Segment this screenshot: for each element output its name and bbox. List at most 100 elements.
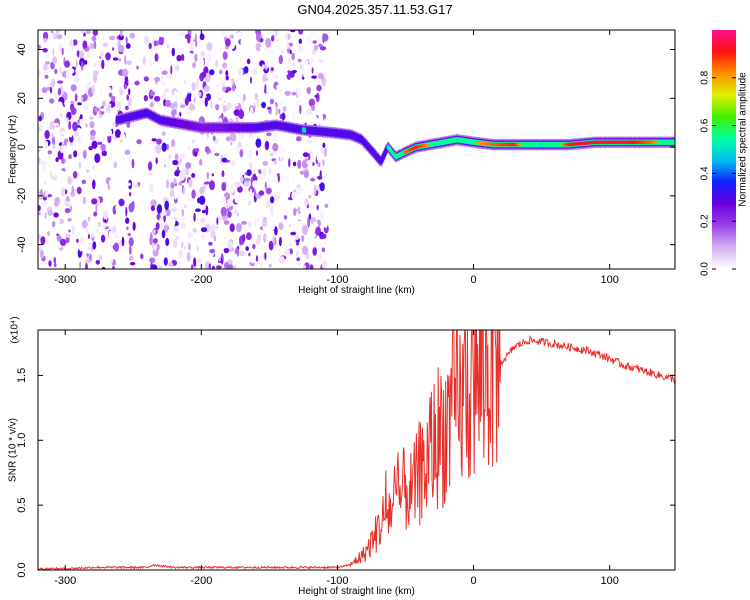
noise-blob bbox=[127, 163, 133, 172]
noise-blob bbox=[241, 221, 248, 225]
figure-title: GN04.2025.357.11.53.G17 bbox=[297, 2, 453, 17]
noise-blob bbox=[246, 58, 251, 65]
noise-blob bbox=[272, 143, 279, 152]
noise-blob bbox=[83, 231, 89, 241]
noise-blob bbox=[274, 194, 281, 200]
noise-blob bbox=[55, 30, 60, 35]
noise-blob bbox=[204, 85, 210, 92]
noise-blob bbox=[291, 176, 297, 181]
noise-blob bbox=[249, 76, 253, 84]
noise-blob bbox=[244, 178, 251, 182]
noise-blob bbox=[159, 259, 162, 266]
noise-blob bbox=[291, 183, 297, 190]
noise-blob bbox=[166, 161, 170, 170]
noise-blob bbox=[153, 245, 157, 251]
noise-blob bbox=[279, 92, 282, 98]
noise-blob bbox=[222, 85, 227, 92]
noise-blob bbox=[164, 200, 169, 211]
noise-blob bbox=[56, 101, 63, 110]
noise-blob bbox=[318, 78, 322, 83]
noise-blob bbox=[171, 207, 178, 212]
noise-blob bbox=[149, 91, 156, 96]
noise-blob bbox=[54, 92, 59, 100]
noise-blob bbox=[158, 30, 166, 35]
noise-blob bbox=[104, 77, 109, 83]
noise-blob bbox=[234, 194, 241, 204]
noise-blob bbox=[242, 55, 247, 60]
noise-blob bbox=[281, 48, 284, 54]
noise-blob bbox=[148, 42, 152, 50]
colorbar-tick-label: 0.6 bbox=[700, 118, 711, 132]
noise-blob bbox=[225, 136, 231, 142]
noise-blob bbox=[120, 183, 125, 193]
noise-blob bbox=[161, 81, 167, 87]
noise-blob bbox=[197, 58, 205, 67]
noise-blob bbox=[203, 181, 211, 185]
noise-blob bbox=[93, 211, 98, 217]
noise-blob bbox=[223, 220, 230, 225]
noise-blob bbox=[41, 87, 48, 94]
noise-blob bbox=[164, 88, 170, 93]
noise-blob bbox=[148, 172, 154, 176]
noise-blob bbox=[287, 56, 291, 64]
noise-blob bbox=[89, 42, 94, 50]
noise-blob bbox=[209, 69, 215, 76]
noise-blob bbox=[126, 182, 131, 187]
y-multiplier-label: (x10⁴) bbox=[10, 316, 21, 343]
noise-blob bbox=[163, 257, 168, 266]
noise-blob bbox=[239, 149, 244, 158]
noise-blob bbox=[234, 253, 237, 261]
noise-blob bbox=[269, 196, 275, 204]
noise-blob bbox=[38, 93, 42, 97]
noise-blob bbox=[193, 212, 196, 222]
noise-blob bbox=[71, 178, 75, 184]
noise-blob bbox=[58, 225, 62, 230]
noise-blob bbox=[170, 39, 174, 47]
noise-blob bbox=[283, 215, 288, 220]
noise-blob bbox=[285, 72, 288, 75]
noise-blob bbox=[155, 157, 158, 165]
noise-blob bbox=[290, 231, 297, 236]
noise-blob bbox=[149, 257, 156, 264]
noise-blob bbox=[77, 102, 82, 106]
noise-blob bbox=[112, 47, 115, 51]
noise-blob bbox=[259, 176, 265, 180]
noise-blob bbox=[38, 262, 41, 268]
noise-blob bbox=[188, 178, 193, 188]
noise-blob bbox=[200, 227, 208, 233]
noise-blob bbox=[153, 40, 157, 47]
noise-blob bbox=[125, 36, 128, 45]
noise-blob bbox=[314, 94, 318, 98]
noise-blob bbox=[165, 237, 170, 247]
noise-blob bbox=[65, 233, 72, 238]
ridge-cell bbox=[518, 142, 522, 147]
noise-blob bbox=[56, 34, 63, 40]
noise-blob bbox=[197, 92, 202, 97]
noise-blob bbox=[225, 86, 232, 92]
noise-blob bbox=[234, 181, 241, 188]
noise-blob bbox=[236, 215, 240, 223]
noise-blob bbox=[125, 43, 131, 49]
noise-blob bbox=[264, 140, 270, 151]
noise-blob bbox=[312, 221, 318, 228]
noise-blob bbox=[42, 31, 49, 41]
noise-blob bbox=[116, 101, 122, 111]
noise-blob bbox=[210, 230, 216, 239]
noise-blob bbox=[269, 98, 275, 105]
noise-blob bbox=[247, 221, 252, 228]
noise-blob bbox=[161, 142, 167, 152]
noise-blob bbox=[244, 181, 250, 187]
noise-blob bbox=[289, 248, 293, 255]
noise-blob bbox=[80, 96, 84, 103]
noise-blob bbox=[301, 235, 305, 242]
noise-blob bbox=[115, 232, 119, 241]
noise-blob bbox=[195, 208, 201, 212]
noise-blob bbox=[147, 161, 153, 171]
noise-blob bbox=[150, 199, 157, 208]
noise-blob bbox=[267, 178, 270, 185]
noise-blob bbox=[179, 104, 186, 108]
noise-blob bbox=[168, 262, 174, 268]
noise-blob bbox=[120, 133, 123, 142]
noise-blob bbox=[214, 227, 219, 237]
noise-blob bbox=[131, 158, 135, 169]
